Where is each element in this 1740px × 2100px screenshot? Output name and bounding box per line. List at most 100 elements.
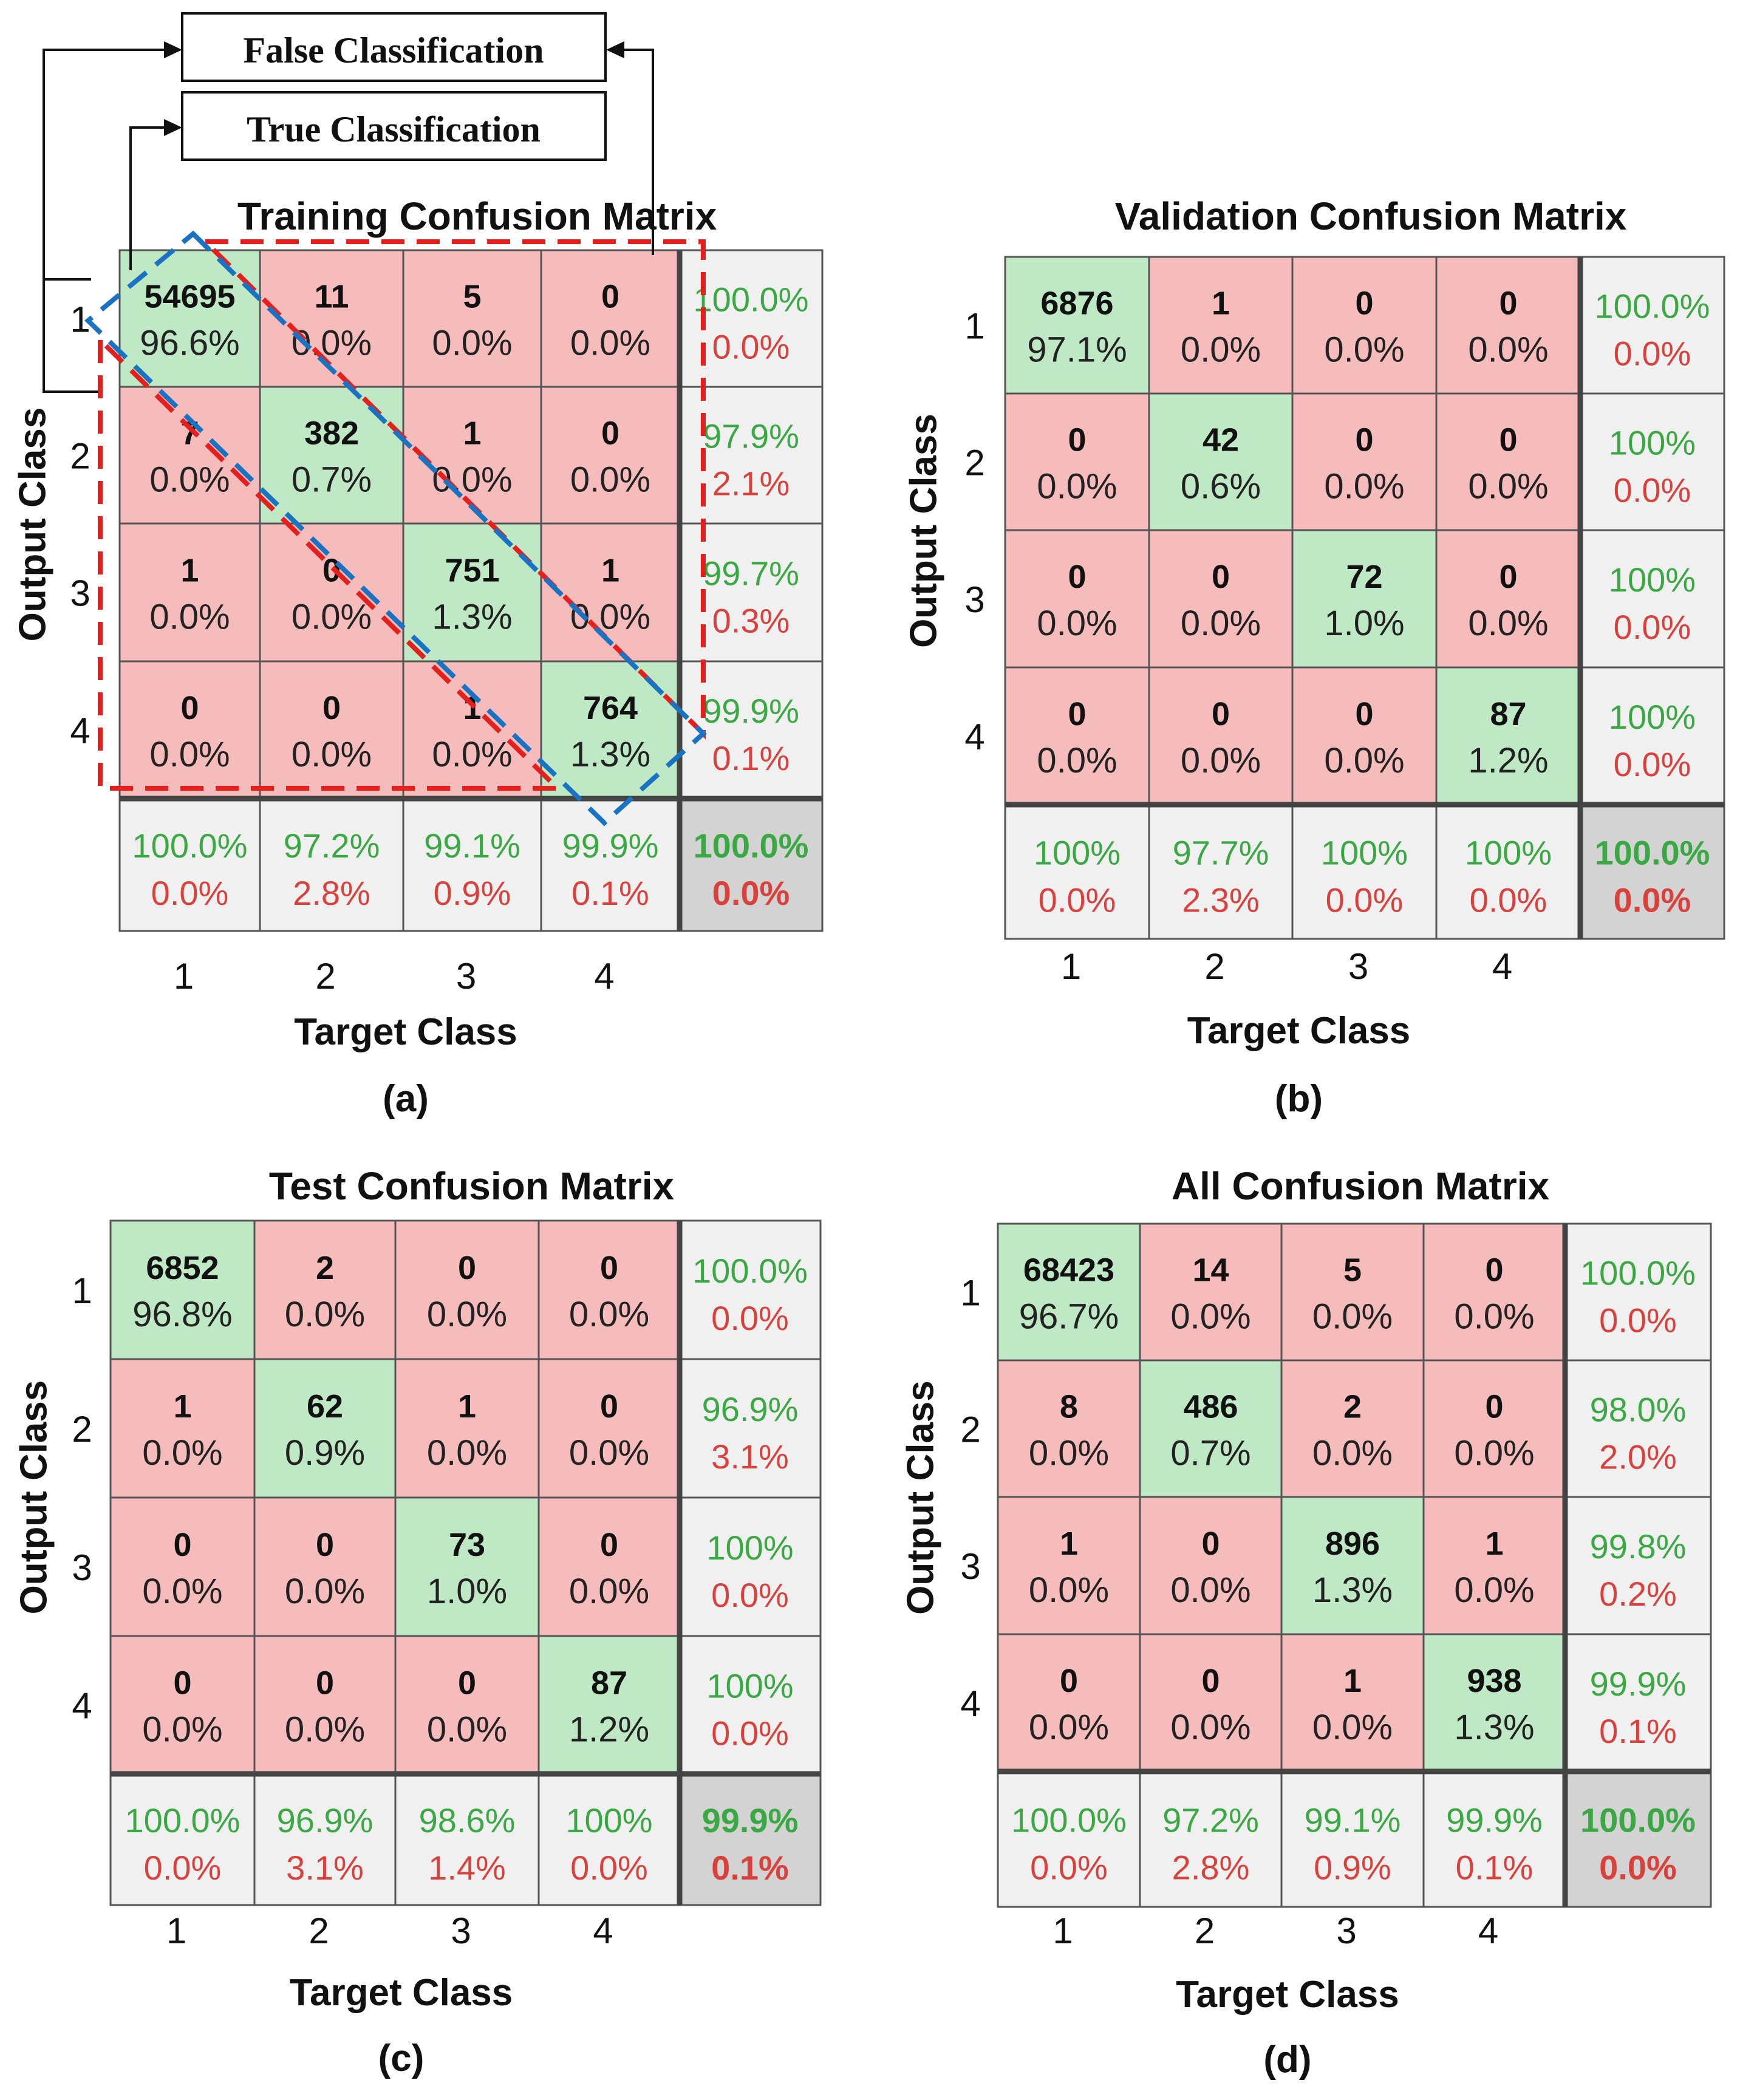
cell-count: 0 [1355,285,1373,322]
x-tick-label: 2 [1195,1911,1215,1951]
cell-count: 42 [1203,422,1239,459]
summary-correct-rate: 99.8% [1590,1527,1687,1566]
misclass-cell [1139,1633,1283,1773]
cell-percent: 1.2% [569,1710,649,1750]
misclass-cell [1291,666,1438,806]
misclass-cell [537,1358,681,1499]
summary-correct-rate: 100.0% [132,827,248,865]
cell-percent: 96.6% [140,324,239,363]
summary-correct-rate: 99.9% [702,1801,799,1839]
cell-percent: 0.0% [1312,1297,1393,1337]
row-summary-cell [678,1358,822,1499]
misclass-cell [1004,529,1150,669]
matrix-title: Validation Confusion Matrix [1115,194,1627,238]
correct-cell [259,386,404,525]
cell-percent: 0.0% [1324,741,1404,780]
summary-correct-rate: 100.0% [692,1252,808,1290]
cell-percent: 1.3% [1454,1708,1534,1747]
confusion-matrix-3: Test Confusion Matrix 6852 96.8% 2 0.0% 0 0.0%… [13,1164,822,2079]
cell-count: 0 [1068,422,1086,459]
misclass-cell [1280,1222,1425,1362]
y-axis-label: Output Class [12,407,53,642]
misclass-cell [1004,392,1150,531]
row-summary-cell [1579,529,1725,669]
column-summary-cell [253,1773,397,1906]
summary-error-rate: 0.0% [711,1576,789,1614]
summary-error-rate: 0.0% [1599,1301,1677,1340]
x-tick-label: 4 [593,1911,613,1951]
summary-correct-rate: 100.0% [125,1801,241,1839]
cell-count: 751 [445,553,499,589]
cell-percent: 0.0% [1037,741,1117,780]
summary-correct-rate: 99.9% [562,827,659,865]
cell-percent: 0.0% [1029,1570,1109,1610]
cell-percent: 0.0% [285,1710,365,1750]
misclass-cell [1435,529,1581,669]
column-summary-cell [1004,803,1150,940]
cell-percent: 0.7% [1170,1434,1250,1473]
summary-correct-rate: 99.1% [424,827,520,865]
misclass-cell [1280,1633,1425,1773]
misclass-cell [1435,256,1581,395]
true-classification-box [181,91,607,161]
misclass-cell [259,249,404,388]
row-summary-cell [678,1496,822,1637]
correct-cell [1435,666,1581,806]
cell-count: 0 [1499,285,1517,322]
column-summary-cell [997,1770,1141,1908]
row-summary-cell [1564,1496,1712,1635]
correct-cell [1291,529,1438,669]
cell-count: 382 [304,415,359,452]
x-axis-label: Target Class [1176,1974,1399,2016]
x-axis-label: Target Class [294,1011,517,1053]
cell-percent: 0.0% [427,1295,507,1334]
summary-error-rate: 0.0% [1614,745,1691,783]
misclass-cell [259,660,404,800]
confusion-matrix-4: All Confusion Matrix6842396.7%140.0%50.0… [899,1164,1712,2081]
summary-error-rate: 0.0% [1470,881,1547,919]
cell-percent: 1.3% [1312,1570,1393,1610]
misclass-cell [540,249,681,388]
y-tick-label: 1 [964,306,984,347]
summary-error-rate: 3.1% [286,1849,364,1887]
correct-cell [1280,1496,1425,1635]
cell-percent: 0.0% [292,735,372,774]
x-tick-label: 3 [451,1911,471,1951]
summary-correct-rate: 97.2% [1162,1801,1259,1839]
correct-cell [1148,392,1294,531]
cell-count: 1 [1060,1526,1078,1562]
misclass-cell [1422,1222,1566,1362]
cell-count: 0 [1060,1663,1078,1699]
summary-error-rate: 0.0% [151,874,229,912]
summary-correct-rate: 99.1% [1305,1801,1401,1839]
cell-percent: 0.0% [292,598,372,637]
summary-error-rate: 3.1% [711,1437,789,1476]
cell-count: 1 [601,553,619,589]
misclass-cell [109,1635,256,1775]
summary-error-rate: 0.0% [711,1714,789,1753]
x-tick-label: 3 [1336,1911,1356,1951]
cell-percent: 0.0% [285,1572,365,1611]
true-classification-connector [129,126,179,270]
cell-percent: 1.3% [432,598,512,637]
summary-error-rate: 0.0% [144,1849,222,1887]
cell-percent: 0.0% [1454,1297,1534,1337]
cell-count: 54695 [144,279,235,315]
summary-correct-rate: 100.0% [1595,834,1710,872]
row-summary-cell [1564,1633,1712,1773]
y-axis-label: Output Class [899,1380,941,1615]
x-tick-label: 4 [594,956,614,997]
misclass-cell [1291,392,1438,531]
cell-count: 1 [173,1388,191,1425]
cell-percent: 0.6% [1181,467,1261,506]
misclass-cell [402,249,542,388]
summary-correct-rate: 100.0% [1580,1254,1696,1292]
cell-percent: 0.0% [142,1572,222,1611]
summary-correct-rate: 96.9% [277,1801,374,1839]
summary-error-rate: 0.9% [1314,1849,1391,1887]
summary-error-rate: 0.0% [1326,881,1404,919]
cell-count: 0 [1485,1252,1503,1289]
correct-cell [253,1358,397,1499]
cell-percent: 0.0% [427,1433,507,1473]
